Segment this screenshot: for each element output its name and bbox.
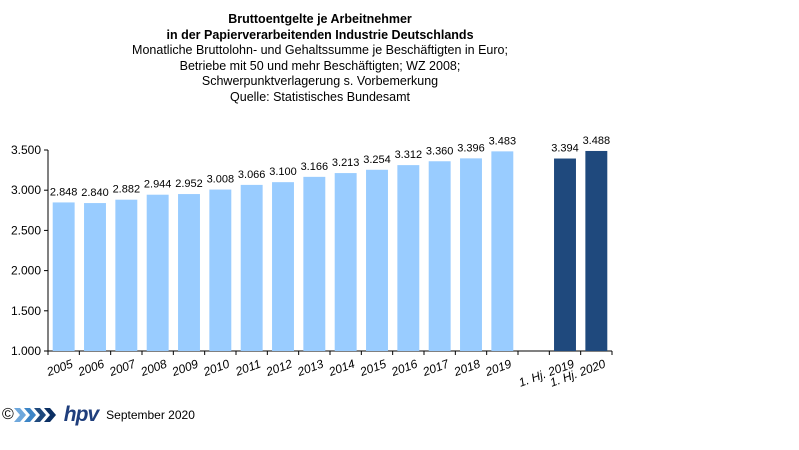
bar (303, 176, 326, 351)
bar (428, 161, 451, 351)
y-tick-label: 2.000 (11, 264, 41, 278)
chart-header: Bruttoentgelte je Arbeitnehmer in der Pa… (70, 12, 570, 105)
hpv-chevron-logo-icon (13, 408, 56, 422)
data-label: 3.254 (363, 154, 391, 166)
y-tick-label: 1.500 (11, 304, 41, 318)
data-label: 3.483 (489, 135, 517, 147)
x-tick-label: 2007 (107, 356, 139, 379)
y-tick-label: 2.500 (11, 223, 41, 237)
chart-subtitle-line-2: Betriebe mit 50 und mehr Beschäftigten; … (179, 58, 461, 73)
x-tick-label: 2010 (201, 357, 232, 380)
y-tick-label: 3.500 (11, 143, 41, 157)
bar (460, 158, 482, 351)
bar (272, 182, 294, 351)
data-label: 2.840 (81, 187, 109, 199)
data-label: 3.360 (426, 145, 454, 157)
data-label: 2.848 (50, 186, 78, 198)
copyright-symbol: © (2, 406, 14, 423)
bar (334, 173, 357, 351)
x-tick-label: 2011 (233, 357, 263, 379)
data-label: 3.166 (301, 161, 329, 173)
bar (146, 194, 169, 351)
bar (84, 203, 106, 351)
chart-subtitle-line-3: Schwerpunktverlagerung s. Vorbemerkung (201, 74, 439, 88)
chart-title-line-2: in der Papierverarbeitenden Industrie De… (166, 27, 474, 42)
data-label: 3.312 (395, 149, 423, 161)
bar (115, 199, 138, 351)
bar (209, 189, 232, 351)
x-tick-label: 2019 (483, 357, 514, 380)
y-tick-label: 3.000 (11, 183, 41, 197)
x-tick-label: 2013 (295, 357, 326, 380)
data-label: 3.213 (332, 157, 360, 169)
x-tick-label: 2015 (357, 357, 388, 380)
data-label: 2.944 (144, 179, 172, 191)
data-label: 2.882 (113, 184, 141, 196)
data-label: 3.100 (269, 166, 297, 178)
x-tick-label: 2008 (138, 357, 169, 380)
bar (397, 165, 420, 351)
chart-subtitle-line-1: Monatliche Bruttolohn- und Gehaltssumme … (132, 43, 508, 57)
x-tick-label: 2005 (44, 357, 75, 380)
x-tick-label: 2009 (169, 357, 200, 380)
data-label: 3.488 (583, 135, 611, 147)
data-label: 2.952 (175, 178, 203, 190)
x-tick-label: 2016 (389, 357, 420, 380)
bar (178, 194, 200, 351)
bar (366, 169, 388, 351)
bar (554, 158, 576, 351)
footer-date: September 2020 (106, 408, 195, 422)
data-label: 3.394 (551, 143, 579, 155)
x-tick-label: 2017 (420, 356, 452, 379)
bar (240, 184, 263, 351)
chart-title-line-1: Bruttoentgelte je Arbeitnehmer (228, 12, 412, 26)
x-tick-label: 2014 (326, 357, 357, 380)
data-label: 3.066 (238, 169, 266, 181)
bar (52, 202, 75, 351)
data-label: 3.008 (207, 174, 235, 186)
bar (491, 151, 514, 351)
bar (585, 150, 608, 351)
footer: © hpv September 2020 (2, 403, 195, 426)
bar-chart: 1.0001.5002.0002.5003.0003.5002.84820052… (11, 135, 613, 390)
x-tick-label: 2012 (263, 357, 294, 380)
hpv-logo-text: hpv (63, 403, 99, 426)
chart-source: Quelle: Statistisches Bundesamt (230, 89, 410, 104)
x-tick-label: 2018 (451, 357, 482, 380)
x-tick-label: 2006 (75, 357, 106, 380)
data-label: 3.396 (457, 142, 485, 154)
y-tick-label: 1.000 (11, 344, 41, 358)
